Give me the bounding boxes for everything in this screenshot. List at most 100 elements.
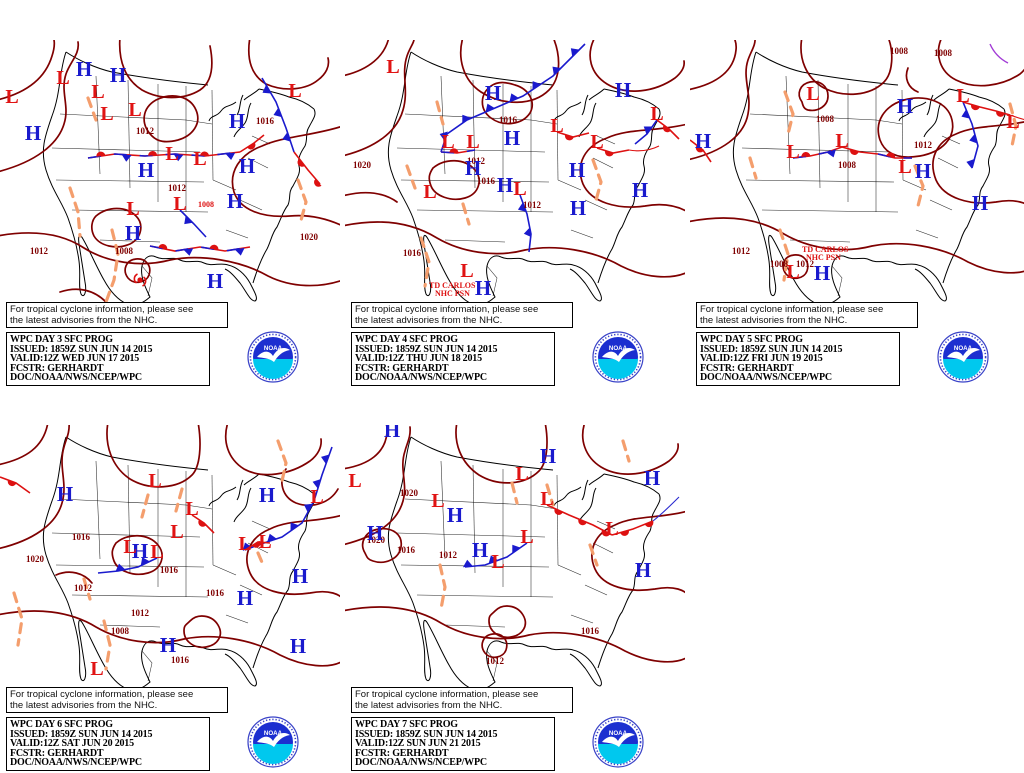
high-symbol: H [207,269,223,293]
occl-line [989,43,1009,64]
warm-front-pip [662,125,671,133]
isobar-label: 1012 [74,583,93,593]
high-symbol: H [237,586,253,610]
isobar-label: 1016 [160,565,179,575]
cold-front [517,194,532,253]
low-symbol: L [348,470,361,492]
stationary-front [87,150,241,162]
low-symbol: L [431,490,444,512]
isobar-label: 1012 [486,656,505,666]
isobar-label: 1016 [171,655,190,665]
low-symbol: L [100,103,113,125]
isobar-label: 1016 [403,248,422,258]
high-symbol: H [644,466,660,490]
cold-front-pip [262,84,272,94]
isobar-label: 1016 [72,532,91,542]
high-symbol: H [229,109,245,133]
warm-front-pip [200,151,210,157]
thinblue-line [652,496,680,522]
noaa-logo: NOAA [592,331,644,383]
warm-front [690,139,712,163]
wpc-forecaster: FCSTR: GERHARDT [355,362,449,374]
cold-front-pip [273,107,282,118]
noaa-bird [602,732,635,747]
wpc-title: WPC DAY 7 SFC PROG [355,719,458,730]
noaa-logo: NOAA [247,716,299,768]
low-symbol: L [441,131,454,153]
warm-front-pip [554,508,563,515]
isobar-label: 1008 [838,160,857,170]
trough-line [545,483,555,507]
wpc-valid: VALID:12Z THU JUN 18 2015 [355,353,482,365]
low-symbol: L [786,261,799,283]
isobar-label: 1008 [115,246,134,256]
isobar-label: 1016 [256,116,275,126]
cold-front-pip [225,152,236,161]
cold-front-pip [517,202,527,212]
cold-front-pip [312,479,321,489]
warm-front-pip [695,145,704,153]
warm-front [596,147,630,157]
tropical-note-line: the latest advisories from the NHC. [10,315,158,326]
cold-front-pip [184,215,193,225]
trough-line [621,439,631,463]
wpc-forecaster: FCSTR: GERHARDT [355,747,449,759]
low-symbol: L [520,526,533,548]
low-symbol: L [650,103,663,125]
trough-line [256,551,266,569]
high-symbol: H [132,539,148,563]
low-symbol: L [605,518,618,540]
noaa-logo: NOAA [247,331,299,383]
cold-front-pip [961,109,970,119]
cold-front-pip [488,555,498,564]
noaa-ring-text [249,718,297,766]
wpc-issued: ISSUED: 1859Z SUN JUN 14 2015 [10,343,153,355]
tropical-cyclone-note: For tropical cyclone information, please… [351,302,573,328]
tropical-note-line: the latest advisories from the NHC. [700,315,848,326]
high-symbol: H [475,276,491,300]
wpc-info-box: WPC DAY 4 SFC PROG ISSUED: 1859Z SUN JUN… [351,332,555,386]
warm-front-pip [620,530,629,536]
wpc-day3-panel: 1012 1008 1012 1012 1016 1020 1008 H H H H H H H H H L L L… [0,40,340,388]
low-symbol: L [513,178,526,200]
cold-front [439,43,586,153]
cold-front-pip [321,454,330,464]
tropical-cyclone-note: For tropical cyclone information, please… [6,687,228,713]
cold-front-pip [183,248,194,256]
warm-front [962,101,1011,117]
stationary-front [877,152,912,159]
wpc-forecaster: FCSTR: GERHARDT [10,747,104,759]
low-symbol: L [1006,111,1019,133]
cold-front-pip [234,247,245,256]
high-symbol: H [814,261,830,285]
cold-front [179,209,207,238]
isobar-label: 1012 [136,126,155,136]
wpc-agency: DOC/NOAA/NWS/NCEP/WPC [355,372,487,384]
tropical-note-line: For tropical cyclone information, please… [355,689,539,700]
low-symbol: L [310,486,323,508]
high-symbol: H [504,126,520,150]
tropical-note-line: For tropical cyclone information, please… [10,689,194,700]
cold-front-pip [532,81,541,90]
noaa-ring-text [939,333,987,381]
trough-lines [68,96,308,304]
high-symbol: H [290,634,306,658]
high-symbol: H [138,158,154,182]
noaa-logo: NOAA [937,331,989,383]
low-symbol: L [550,115,563,137]
high-symbol: H [227,189,243,213]
wpc-title: WPC DAY 4 SFC PROG [355,334,458,345]
warm-front-pip [252,540,261,548]
warm-front-pip [996,111,1005,117]
noaa-logo-label: NOAA [609,730,628,737]
warm-front-pip [564,134,574,141]
warm-front [556,131,590,141]
warm-front [611,520,654,536]
thinred-line [628,145,660,152]
isobar-label: 1012 [914,140,933,150]
cold-front-pip [140,557,150,566]
cold-front-pip [242,542,253,551]
